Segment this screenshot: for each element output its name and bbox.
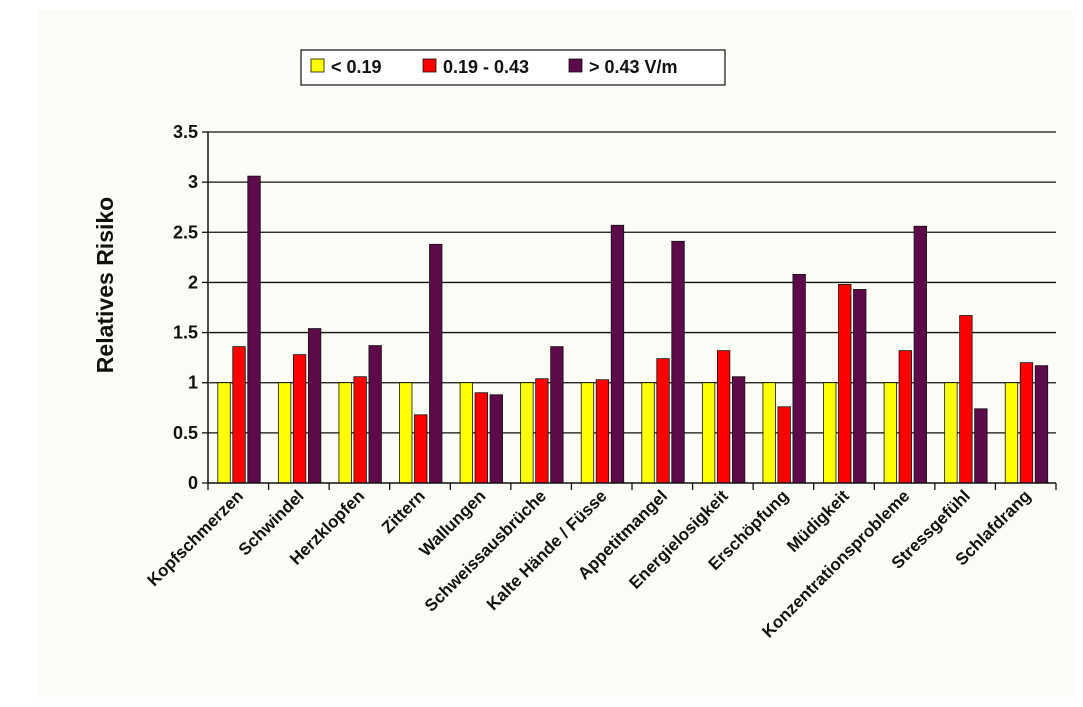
bar-1-6 (520, 382, 534, 484)
x-category-label: Zittern (378, 486, 429, 537)
bar-1-13 (944, 382, 958, 484)
bar-1-14 (1004, 382, 1019, 484)
y-axis-title: Relatives Risiko (92, 197, 118, 373)
bar-1-11 (823, 382, 837, 484)
bar-3-8 (671, 240, 685, 484)
bar-1-4 (399, 382, 413, 484)
bar-3-9 (731, 376, 746, 484)
legend-swatch (310, 58, 325, 73)
bar-3-12 (913, 225, 927, 484)
legend-label: 0.19 - 0.43 (443, 57, 529, 77)
legend-swatch (422, 58, 437, 73)
bar-3-10 (792, 274, 806, 484)
bar-3-11 (853, 289, 867, 484)
legend-box (300, 49, 726, 86)
y-tick-label: 0 (188, 473, 198, 493)
bar-1-9 (701, 382, 716, 484)
bar-2-14 (1019, 362, 1034, 484)
bar-2-9 (716, 350, 731, 484)
y-tick-label: 0.5 (173, 423, 198, 443)
bar-2-13 (959, 315, 973, 484)
bar-3-2 (307, 328, 322, 484)
bar-2-2 (292, 354, 307, 484)
y-tick-label: 1.5 (173, 323, 198, 343)
legend-label: > 0.43 V/m (589, 57, 678, 77)
bar-1-10 (762, 382, 776, 484)
y-tick-label: 3 (188, 172, 198, 192)
bar-2-11 (838, 284, 852, 484)
bar-2-3 (353, 376, 367, 484)
bar-1-3 (338, 382, 352, 484)
bar-2-4 (414, 414, 428, 484)
y-tick-labels: 0 0.5 1 1.5 2 2.5 3 3.5 (173, 122, 198, 493)
legend-label: < 0.19 (331, 57, 382, 77)
bar-2-5 (474, 392, 488, 484)
x-category-label: Schweissausbrüche (421, 486, 550, 615)
bar-1-8 (641, 382, 655, 484)
legend: < 0.19 0.19 - 0.43 > 0.43 V/m (300, 49, 726, 86)
x-category-label: Kopfschmerzen (144, 486, 248, 590)
bars (217, 175, 1049, 484)
bar-2-1 (232, 346, 246, 484)
x-category-label: Kalte Hände / Füsse (483, 486, 611, 614)
bar-3-7 (610, 224, 625, 484)
bar-1-2 (277, 382, 292, 484)
gridlines (202, 131, 1056, 484)
bar-3-14 (1034, 365, 1049, 484)
bar-3-4 (429, 243, 443, 484)
bar-3-1 (247, 175, 261, 484)
bar-2-8 (656, 358, 670, 484)
y-tick-label: 2.5 (173, 222, 198, 242)
legend-swatch (568, 58, 583, 73)
bar-3-3 (368, 345, 382, 484)
bar-1-12 (883, 382, 897, 484)
axes (207, 132, 1057, 490)
bar-3-6 (550, 346, 564, 484)
bar-3-5 (489, 394, 503, 484)
bar-2-10 (777, 406, 791, 484)
bar-2-6 (535, 378, 549, 484)
bar-1-5 (459, 382, 473, 484)
bar-1-1 (217, 382, 231, 484)
bar-3-13 (974, 408, 988, 484)
y-tick-label: 3.5 (173, 122, 198, 142)
bar-2-12 (898, 350, 912, 484)
y-tick-label: 1 (188, 373, 198, 393)
y-tick-label: 2 (188, 272, 198, 292)
bar-1-7 (580, 382, 595, 484)
bar-2-7 (595, 379, 610, 484)
